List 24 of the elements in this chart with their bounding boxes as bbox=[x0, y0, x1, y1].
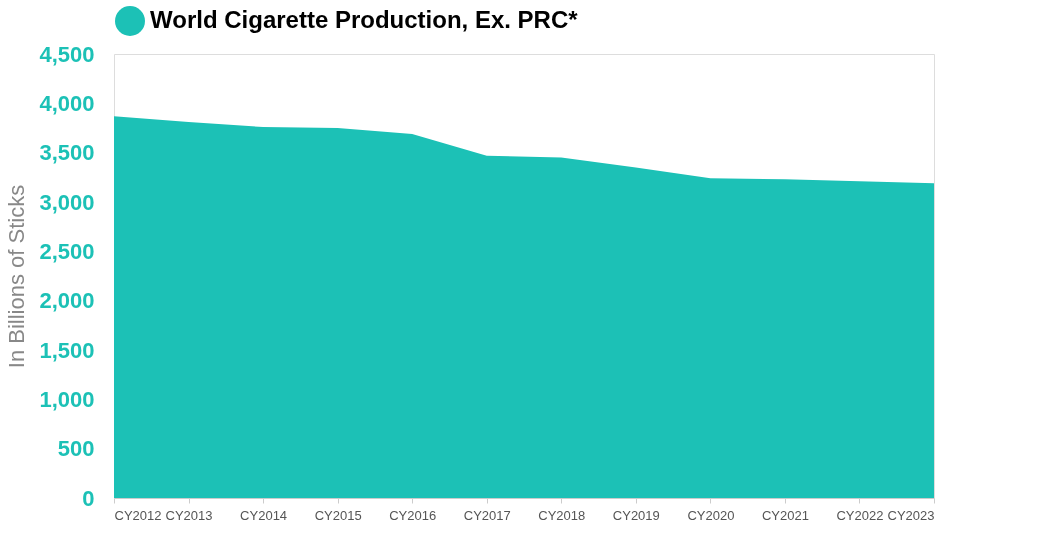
x-tick-label: CY2016 bbox=[389, 507, 437, 523]
y-tick-label: 3,500 bbox=[39, 140, 95, 166]
y-tick-label: 4,500 bbox=[39, 41, 95, 67]
x-tick-label: CY2018 bbox=[538, 507, 586, 523]
y-tick-label: 2,000 bbox=[39, 288, 95, 314]
y-tick-label: 0 bbox=[82, 485, 95, 511]
x-tick-label: CY2022 bbox=[836, 507, 884, 523]
y-tick-label: 2,500 bbox=[39, 238, 95, 264]
y-axis-title: In Billions of Sticks bbox=[4, 184, 30, 369]
x-tick-label: CY2012 bbox=[114, 507, 162, 523]
x-tick-label: CY2019 bbox=[612, 507, 660, 523]
x-tick-label: CY2017 bbox=[463, 507, 511, 523]
y-tick-label: 3,000 bbox=[39, 189, 95, 215]
x-tick-label: CY2020 bbox=[687, 507, 735, 523]
x-tick-label: CY2021 bbox=[761, 507, 809, 523]
x-tick-label: CY2015 bbox=[314, 507, 362, 523]
x-tick-label: CY2014 bbox=[240, 507, 288, 523]
y-tick-label: 4,000 bbox=[39, 90, 95, 116]
y-tick-label: 1,000 bbox=[39, 386, 95, 412]
legend-label: World Cigarette Production, Ex. PRC* bbox=[150, 6, 579, 33]
y-tick-label: 1,500 bbox=[39, 337, 95, 363]
x-tick-label: CY2013 bbox=[165, 507, 213, 523]
y-tick-label: 500 bbox=[57, 436, 95, 462]
x-tick-label: CY2023 bbox=[887, 507, 935, 523]
